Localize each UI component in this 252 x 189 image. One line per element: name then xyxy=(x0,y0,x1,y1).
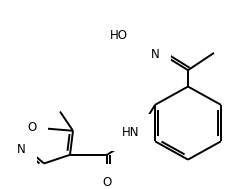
Text: HO: HO xyxy=(110,29,128,42)
Text: O: O xyxy=(102,176,111,189)
Text: N: N xyxy=(150,48,159,61)
Text: HN: HN xyxy=(122,126,139,139)
Text: O: O xyxy=(27,121,37,134)
Text: N: N xyxy=(17,143,25,156)
